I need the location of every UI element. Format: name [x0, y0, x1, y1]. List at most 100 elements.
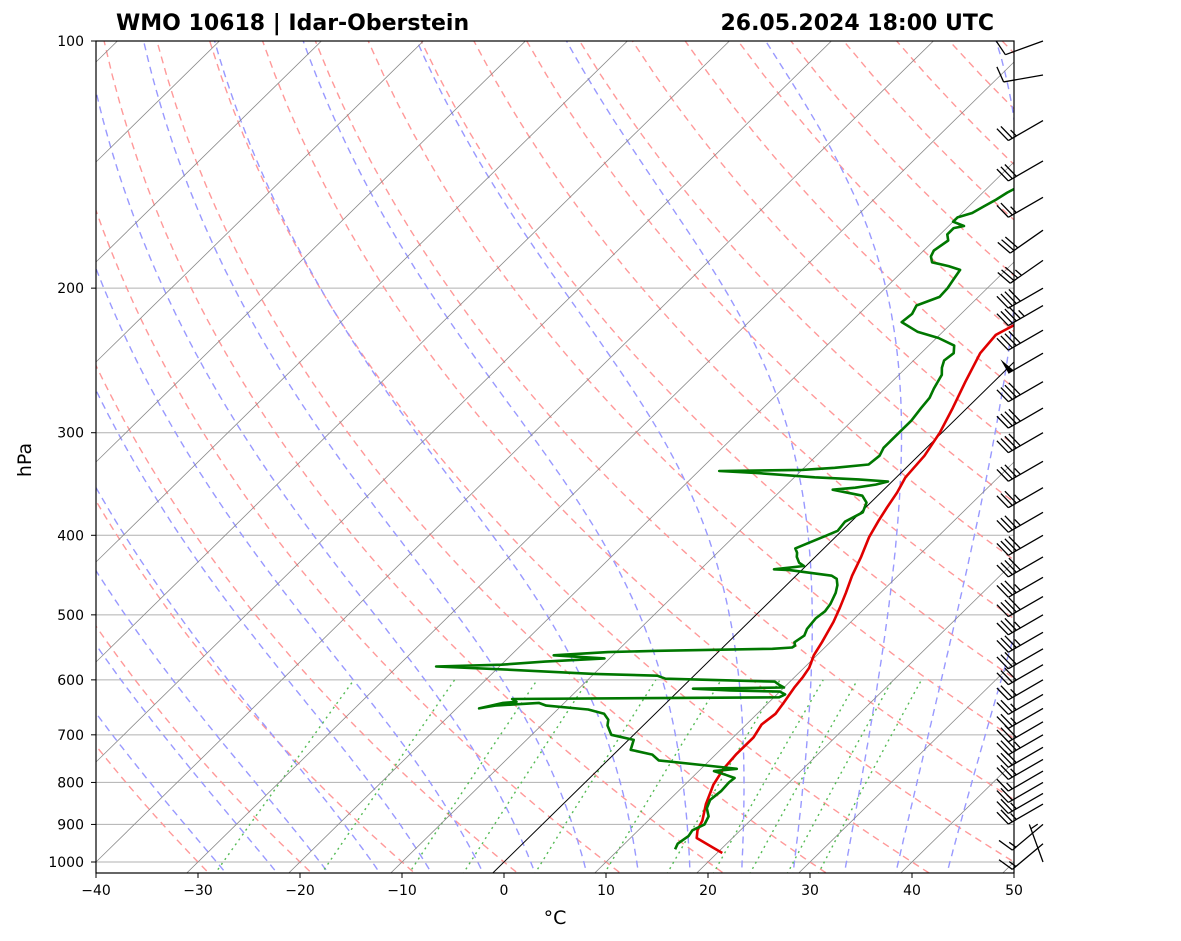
wind-barb — [996, 460, 1044, 482]
wind-barb-feather — [996, 790, 1009, 803]
mixing-ratio-line — [712, 679, 824, 873]
wind-barb — [996, 781, 1044, 803]
isotherm-line — [390, 261, 1014, 873]
plot-area — [96, 23, 1181, 880]
wind-barb-feather — [996, 687, 1009, 701]
dry-adiabat — [96, 208, 622, 873]
wind-barb-feather — [1004, 617, 1017, 631]
wind-barb-shaft — [1008, 792, 1044, 814]
x-tick-label: −30 — [183, 883, 213, 899]
dry-adiabat — [96, 363, 519, 873]
temperature-line — [695, 323, 1014, 855]
wind-barb-half-feather — [1014, 583, 1021, 591]
wind-barb — [1000, 352, 1044, 374]
x-tick-label: 0 — [500, 883, 509, 899]
y-axis-label: hPa — [14, 443, 36, 477]
mixing-ratio-line — [786, 679, 894, 873]
wind-barb-feather — [996, 801, 1009, 814]
wind-barb-feather — [996, 811, 1009, 825]
wind-barb-shaft — [1008, 707, 1044, 729]
wind-barb-feather — [996, 729, 1009, 743]
dry-adiabat — [103, 41, 725, 873]
wind-barb-shaft — [1008, 556, 1044, 578]
wind-barb-shaft — [1028, 824, 1044, 863]
wind-barb — [995, 40, 1044, 56]
wind-barb-half-feather — [1010, 813, 1017, 820]
wind-barb-feather — [1004, 599, 1017, 613]
moist-adiabat — [142, 41, 588, 873]
wind-barb-shaft — [1011, 843, 1044, 870]
wind-barb — [996, 556, 1044, 578]
y-tick-label: 500 — [57, 608, 84, 624]
wind-barb — [996, 381, 1044, 403]
wind-barb — [998, 823, 1044, 851]
wind-barb-feather — [996, 742, 1009, 756]
isotherm-line — [96, 41, 832, 763]
isotherm-line — [288, 161, 1014, 873]
wind-barb-shaft — [1008, 196, 1044, 218]
dry-adiabat — [96, 499, 416, 873]
wind-barb-feather — [1004, 490, 1017, 504]
wind-barb-feather — [1001, 239, 1015, 251]
isotherm-line — [1098, 23, 1181, 880]
wind-barb-shaft — [1008, 287, 1044, 309]
wind-barb-feather — [1000, 582, 1013, 596]
wind-barb-feather — [1000, 438, 1013, 451]
moist-adiabat — [416, 41, 745, 873]
wind-barb — [996, 596, 1044, 618]
dry-adiabat — [896, 41, 1014, 166]
wind-barb — [996, 432, 1044, 454]
wind-barb-feather — [1000, 466, 1013, 480]
wind-barb-feather — [1004, 411, 1017, 424]
wind-barb-feather — [996, 313, 1009, 326]
y-tick-label: 400 — [57, 528, 84, 544]
dry-adiabat — [1161, 41, 1181, 879]
mixing-ratio-line — [749, 679, 859, 873]
wind-barb-feather — [996, 622, 1009, 636]
wind-barb-feather — [1000, 413, 1013, 427]
x-tick-label: 20 — [699, 883, 717, 899]
wind-barb-feather — [1004, 291, 1017, 304]
wind-barb-feather — [1004, 308, 1017, 322]
wind-barb — [998, 843, 1044, 870]
dry-adiabat — [261, 41, 1014, 863]
wind-barb-feather — [996, 337, 1009, 351]
wind-barb-feather — [1004, 164, 1017, 177]
x-tick-label: −10 — [387, 883, 417, 899]
wind-barb-feather — [996, 767, 1009, 780]
wind-barb-half-feather — [1008, 861, 1017, 867]
wind-barb-half-feather — [1010, 129, 1017, 137]
wind-barb-shaft — [1008, 576, 1044, 598]
wind-barb-shaft — [1008, 746, 1044, 768]
wind-barb — [996, 120, 1044, 142]
dry-adiabat — [420, 41, 1014, 679]
wind-barb — [996, 66, 1044, 83]
wind-barb-feather — [1000, 727, 1013, 741]
wind-barb-half-feather — [1014, 494, 1021, 502]
mixing-ratio-line — [534, 679, 657, 873]
moist-adiabat — [96, 569, 330, 873]
x-tick-label: 30 — [801, 883, 819, 899]
wind-barb-feather — [1008, 306, 1021, 320]
y-tick-label: 900 — [57, 817, 84, 833]
wind-barb — [1028, 823, 1044, 863]
zero-isotherm — [492, 361, 1014, 873]
moist-adiabat — [96, 88, 536, 873]
isotherm-line — [96, 41, 424, 363]
y-tick-label: 600 — [57, 673, 84, 689]
wind-barb-feather — [1000, 699, 1013, 713]
wind-barb-shaft — [1008, 596, 1044, 618]
wind-barb-feather — [996, 468, 1009, 482]
wind-barb-feather — [1004, 559, 1017, 573]
wind-barb-feather — [1004, 667, 1017, 681]
isotherm-line — [594, 461, 1014, 873]
wind-barbs — [995, 40, 1044, 870]
wind-barb — [997, 229, 1044, 254]
wind-barb-shaft — [1008, 734, 1044, 756]
wind-barb — [996, 329, 1044, 351]
wind-barb-feather — [1004, 635, 1017, 649]
wind-barb-feather — [996, 295, 1009, 309]
moist-adiabats — [96, 41, 1014, 873]
wind-barb-half-feather — [1010, 802, 1017, 810]
wind-barb-half-feather — [1006, 782, 1013, 790]
